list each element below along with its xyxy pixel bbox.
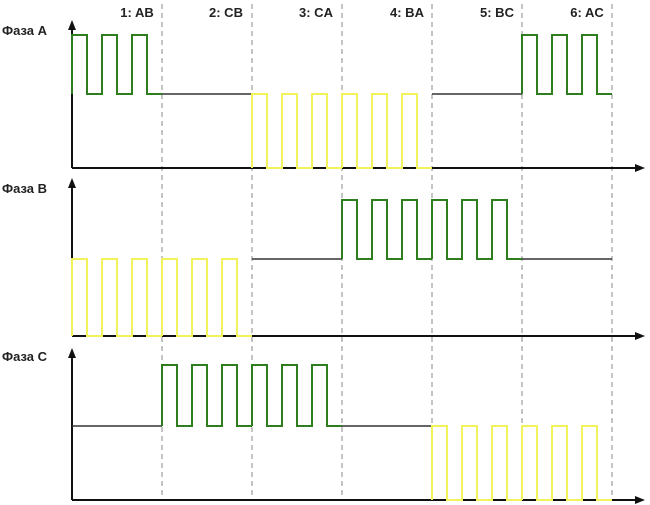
waveform-pwm-high-segment: [341, 199, 432, 260]
x-axis-arrow: [635, 496, 645, 504]
step-label-1: 1: AB: [120, 5, 153, 20]
phase-a-label: Фаза A: [2, 23, 48, 38]
step-label-6: 6: AC: [570, 5, 604, 20]
step-label-4: 4: BA: [390, 5, 425, 20]
y-axis-arrow: [68, 178, 76, 188]
step-labels: 1: AB 2: CB 3: CA 4: BA 5: BC 6: AC: [120, 5, 604, 20]
y-axis-arrow: [68, 20, 76, 30]
waveform-pwm-low-segment: [251, 93, 342, 169]
waveform-pwm-low-segment: [431, 425, 522, 501]
waveform-pwm-low-segment: [161, 258, 252, 337]
step-label-2: 2: CB: [209, 5, 243, 20]
phase-c-label: Фаза C: [2, 349, 48, 364]
phase-b-label: Фаза B: [2, 181, 47, 196]
waveform-pwm-high-segment: [521, 34, 612, 95]
phase-axes: [68, 20, 645, 504]
x-axis-arrow: [635, 332, 645, 340]
step-label-3: 3: CA: [299, 5, 334, 20]
waveform-pwm-high-segment: [71, 34, 162, 95]
x-axis-arrow: [635, 164, 645, 172]
phase-waveforms: [71, 34, 612, 501]
waveform-pwm-low-segment: [521, 425, 612, 501]
waveform-pwm-low-segment: [71, 258, 162, 337]
step-label-5: 5: BC: [480, 5, 515, 20]
waveform-pwm-low-segment: [341, 93, 432, 169]
waveform-pwm-high-segment: [431, 199, 522, 260]
waveform-pwm-high-segment: [251, 364, 342, 427]
y-axis-arrow: [68, 348, 76, 358]
waveform-pwm-high-segment: [161, 364, 252, 427]
